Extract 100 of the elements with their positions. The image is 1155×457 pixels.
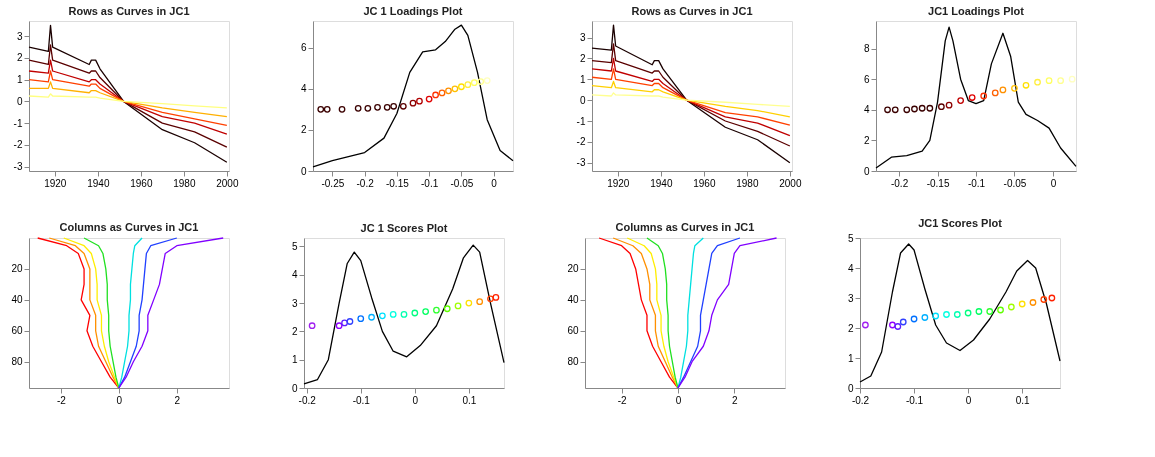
y-tick-label: 3 — [291, 297, 298, 309]
point — [477, 78, 485, 85]
x-tick-label: 0 — [491, 177, 498, 189]
y-tick-label: 6 — [863, 73, 870, 85]
y-tick-label: 0 — [300, 165, 307, 177]
point — [1045, 77, 1053, 85]
y-tick-label: -3 — [13, 161, 23, 173]
x-tick-label: 1980 — [173, 177, 196, 189]
line-series — [612, 237, 679, 389]
point — [911, 105, 918, 113]
point — [975, 308, 983, 315]
point — [438, 89, 446, 97]
point — [1057, 77, 1064, 85]
x-tick-label: -0.2 — [298, 394, 317, 406]
point — [432, 91, 439, 99]
line-series — [591, 92, 791, 108]
y-tick-label: 1 — [847, 352, 854, 364]
point — [389, 311, 397, 318]
point — [932, 312, 940, 320]
y-tick-label: 2 — [16, 52, 23, 64]
line-series — [118, 237, 224, 389]
line-series — [591, 57, 791, 137]
point — [454, 302, 462, 310]
line-series — [591, 24, 791, 164]
x-tick-label: -0.2 — [356, 177, 375, 189]
x-tick-label: -0.2 — [851, 394, 870, 406]
y-tick-label: 6 — [300, 42, 307, 54]
x-tick-label: 0 — [675, 394, 682, 406]
point — [368, 313, 375, 321]
point — [492, 294, 500, 301]
y-tick-label: 80 — [11, 356, 23, 368]
y-tick-label: 1 — [579, 73, 586, 85]
point — [991, 89, 999, 97]
x-tick-label: -0.15 — [926, 177, 950, 189]
point — [862, 321, 869, 329]
chart-title: Columns as Curves in JC1 — [615, 221, 755, 234]
x-tick-label: -0.1 — [967, 177, 986, 189]
point — [354, 104, 362, 112]
line-series — [118, 237, 178, 389]
point — [465, 299, 473, 307]
x-tick-label: -0.1 — [352, 394, 371, 406]
line-series — [646, 237, 679, 389]
point — [1034, 78, 1041, 86]
point — [980, 92, 988, 100]
y-tick-label: 0 — [579, 94, 586, 106]
chart-title: Rows as Curves in JC1 — [631, 5, 753, 17]
line-series — [591, 68, 791, 126]
line-series — [303, 244, 505, 385]
line-series — [312, 24, 514, 168]
y-tick-label: 40 — [567, 294, 579, 306]
point — [422, 308, 430, 315]
point — [903, 106, 911, 114]
point — [399, 102, 407, 110]
point — [335, 322, 343, 330]
line-series — [677, 237, 778, 389]
x-tick-label: 1920 — [607, 177, 630, 189]
point — [1007, 303, 1015, 311]
point — [945, 101, 953, 109]
line-series — [591, 43, 791, 147]
point — [400, 311, 408, 318]
x-tick-label: 2 — [732, 394, 739, 406]
y-tick-label: 0 — [291, 382, 298, 394]
y-tick-label: 3 — [579, 32, 586, 44]
point — [411, 309, 419, 317]
x-tick-label: -0.1 — [905, 394, 924, 406]
line-series — [28, 81, 228, 118]
x-tick-label: 1960 — [693, 177, 716, 189]
x-tick-label: -0.05 — [1003, 177, 1027, 189]
y-tick-label: 8 — [863, 43, 870, 55]
point — [409, 99, 417, 107]
y-tick-label: 2 — [863, 134, 870, 146]
line-series — [28, 24, 228, 163]
y-tick-label: -2 — [13, 139, 23, 151]
x-tick-label: 2000 — [779, 177, 802, 189]
y-tick-label: -2 — [576, 136, 586, 148]
y-tick-label: 3 — [847, 292, 854, 304]
point — [416, 97, 423, 105]
y-tick-label: 0 — [863, 165, 870, 177]
point — [338, 105, 346, 113]
y-tick-label: 80 — [567, 356, 579, 368]
point — [470, 79, 478, 87]
point — [308, 322, 316, 330]
point — [889, 321, 896, 329]
line-series — [598, 237, 679, 389]
point — [487, 295, 494, 303]
point — [1011, 84, 1018, 92]
point — [443, 305, 451, 313]
line-series — [28, 59, 228, 135]
point — [1048, 294, 1056, 302]
x-tick-label: 1980 — [736, 177, 759, 189]
x-tick-label: 0.1 — [462, 394, 477, 406]
y-tick-label: 2 — [579, 53, 586, 64]
point — [884, 106, 891, 114]
x-tick-label: 1940 — [87, 177, 110, 189]
point — [997, 306, 1004, 314]
y-tick-label: 4 — [300, 83, 307, 95]
x-tick-label: -0.1 — [421, 177, 439, 189]
line-series — [28, 93, 228, 109]
point — [445, 87, 452, 95]
point — [921, 314, 929, 321]
